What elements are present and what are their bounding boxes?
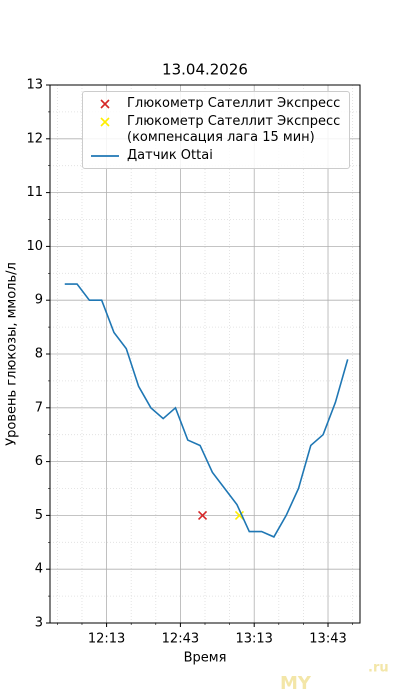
y-tick-label: 4 bbox=[35, 562, 43, 577]
legend-symbol bbox=[91, 155, 119, 157]
legend-symbol bbox=[100, 117, 110, 127]
legend-entry: Глюкометр Сателлит Экспресс (компенсация… bbox=[87, 114, 345, 146]
x-axis-label: Время bbox=[184, 651, 227, 666]
marker-stroke bbox=[100, 117, 110, 127]
y-tick-label: 8 bbox=[35, 347, 43, 362]
legend-entry: Глюкометр Сателлит Экспресс bbox=[87, 96, 345, 112]
y-tick-label: 6 bbox=[35, 454, 43, 469]
y-tick-label: 11 bbox=[26, 185, 43, 200]
y-tick-label: 9 bbox=[35, 293, 43, 308]
y-axis-label: Уровень глюкозы, ммоль/л bbox=[5, 262, 20, 446]
legend-label: Датчик Ottai bbox=[127, 148, 213, 163]
x-tick-label: 12:13 bbox=[88, 632, 125, 647]
marker-stroke bbox=[100, 99, 110, 109]
legend-symbol bbox=[100, 99, 110, 109]
x-tick-label: 13:13 bbox=[235, 632, 272, 647]
y-tick-label: 7 bbox=[35, 400, 43, 415]
legend: Глюкометр Сателлит Экспресс Глюкометр Сат… bbox=[82, 91, 350, 169]
marker-stroke bbox=[197, 510, 208, 520]
x-tick-label: 13:43 bbox=[309, 632, 346, 647]
y-tick-label: 5 bbox=[35, 508, 43, 523]
marker-stroke bbox=[234, 510, 245, 520]
watermark: .ru bbox=[368, 661, 389, 676]
y-tick-label: 10 bbox=[26, 239, 43, 254]
plot-frame bbox=[49, 84, 361, 624]
line-series bbox=[64, 283, 349, 538]
legend-marker bbox=[100, 117, 110, 127]
chart-title: 13.04.2026 bbox=[162, 61, 248, 79]
legend-entry: Датчик Ottai bbox=[87, 148, 345, 164]
x-tick-label: 12:43 bbox=[162, 632, 199, 647]
y-tick-label: 3 bbox=[35, 616, 43, 631]
scatter-point bbox=[234, 510, 245, 520]
legend-label: Глюкометр Сателлит Экспресс (компенсация… bbox=[127, 114, 341, 145]
legend-marker bbox=[100, 99, 110, 109]
legend-label: Глюкометр Сателлит Экспресс bbox=[127, 96, 341, 111]
y-tick-label: 12 bbox=[26, 131, 43, 146]
scatter-point bbox=[197, 510, 208, 520]
watermark: MY bbox=[280, 673, 312, 694]
y-tick-label: 13 bbox=[26, 78, 43, 93]
